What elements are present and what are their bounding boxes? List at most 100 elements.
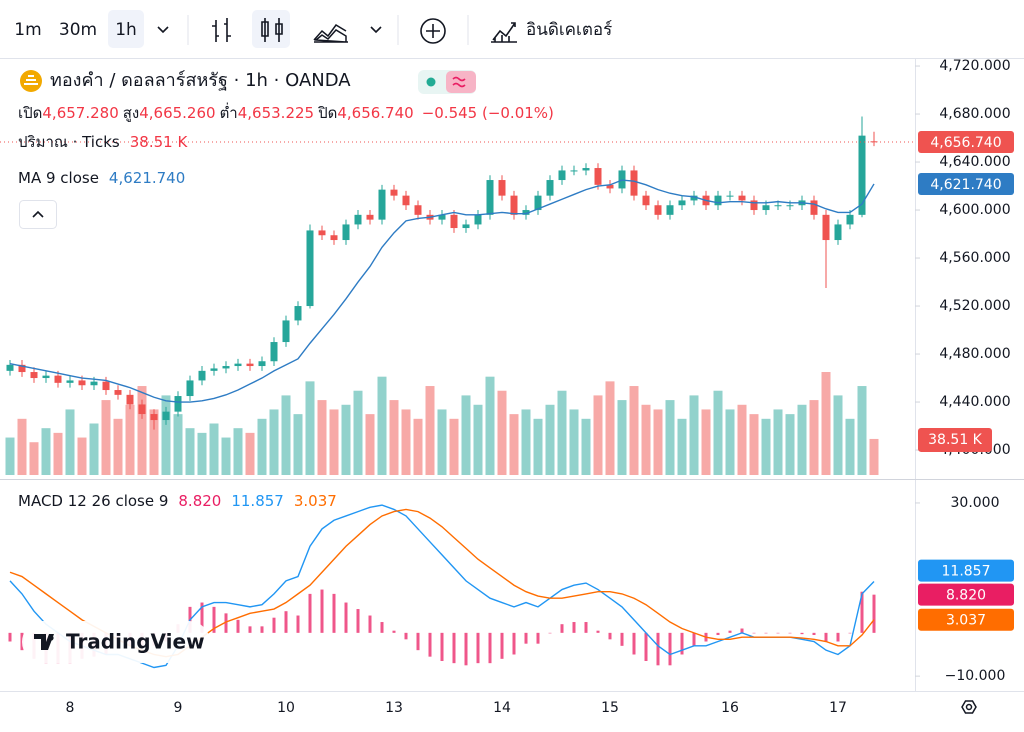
compare-icon[interactable] [420, 18, 446, 44]
histogram-bar [596, 630, 600, 633]
candle-body [810, 200, 818, 215]
candle-body [114, 390, 122, 395]
candle-body [486, 180, 494, 215]
volume-bar [281, 395, 291, 475]
dropdown-icon[interactable] [370, 26, 382, 34]
histogram-bar [464, 632, 468, 666]
volume-bar [29, 442, 39, 475]
candle-body [642, 195, 650, 206]
volume-bar [689, 395, 699, 475]
candle-body [390, 189, 398, 196]
settings-icon-center [965, 703, 973, 711]
volume-bar [845, 418, 855, 475]
volume-tag: 38.51 K [928, 432, 983, 448]
candle-body [366, 214, 374, 220]
candle-body [438, 214, 446, 220]
volume-bar [485, 376, 495, 475]
legend: ทองคำ / ดอลลาร์สหรัฐ · 1h · OANDA เปิด4,… [18, 70, 554, 510]
volume-bar [545, 404, 555, 475]
ohlc-row: เปิด4,657.280 สูง4,665.260 ต่ำ4,653.225 ปิด… [18, 102, 554, 122]
x-tick-label: 9 [174, 700, 183, 716]
candles-icon[interactable] [261, 18, 283, 42]
histogram-bar [8, 632, 12, 642]
x-tick-label: 10 [277, 700, 295, 716]
histogram-bar [608, 632, 612, 640]
histogram-bar [836, 632, 840, 642]
y-tick-label: 30.000 [951, 495, 1000, 511]
histogram-bar [404, 632, 408, 640]
volume-bar [269, 409, 279, 475]
histogram-bar [524, 632, 528, 644]
symbol-title: ทองคำ / ดอลลาร์สหรัฐ · 1h · OANDA [50, 70, 351, 91]
candle-body [786, 205, 794, 207]
volume-bar [125, 404, 135, 475]
signal-tag: 3.037 [946, 613, 986, 629]
candle-body [102, 381, 110, 391]
histogram-bar [740, 628, 744, 633]
watermark-bg [22, 621, 210, 663]
volume-bar [149, 409, 159, 475]
candle-body [42, 375, 50, 379]
candle-body [594, 168, 602, 185]
histogram-bar [20, 632, 24, 651]
candle-body [534, 195, 542, 211]
dropdown-icon[interactable] [157, 26, 169, 34]
indicators-icon[interactable] [491, 22, 517, 43]
volume-bar [665, 400, 675, 475]
volume-bar [857, 386, 867, 475]
volume-bar [749, 414, 759, 475]
watermark-text: TradingView [66, 630, 205, 654]
histogram-bar [380, 622, 384, 633]
ohlc-name: เปิด [18, 104, 42, 122]
volume-bar [737, 404, 747, 475]
volume-bar [833, 395, 843, 475]
volume-bar [425, 386, 435, 475]
histogram-tag: 8.820 [946, 588, 986, 604]
candle-body [498, 180, 506, 196]
histogram-value: 8.820 [178, 492, 221, 510]
volume-bar [377, 376, 387, 475]
volume-bar [17, 418, 27, 475]
candle-body [726, 195, 734, 197]
settings-button[interactable] [961, 700, 977, 714]
volume-bar [497, 390, 507, 475]
histogram-bar [440, 632, 444, 661]
settings-icon[interactable] [961, 700, 977, 714]
volume-bar [449, 418, 459, 475]
bars-icon[interactable] [212, 18, 231, 42]
candle-body [78, 380, 86, 386]
x-tick-label: 17 [829, 700, 847, 716]
volume-bar [173, 414, 183, 475]
volume-bar [653, 409, 663, 475]
volume-bar [593, 395, 603, 475]
interval-button[interactable]: 1h [115, 20, 137, 40]
x-tick-label: 13 [385, 700, 403, 716]
candle-body [258, 361, 266, 367]
candle-body [330, 235, 338, 241]
histogram-bar [788, 632, 792, 634]
volume-bar [605, 381, 615, 475]
volume-bar [293, 414, 303, 475]
candle-body [222, 366, 230, 369]
interval-button[interactable]: 1m [14, 20, 41, 40]
histogram-bar [812, 632, 816, 636]
candle-body [210, 368, 218, 371]
area-icon[interactable] [313, 24, 348, 43]
candle-body [558, 170, 566, 181]
histogram-bar [320, 589, 324, 633]
y-tick-label: 4,720.000 [939, 58, 1010, 74]
histogram-bar [512, 632, 516, 655]
interval-button[interactable]: 30m [59, 20, 97, 40]
volume-bar [197, 432, 207, 475]
ohlc-value: 4,665.260 [139, 104, 215, 122]
histogram-bar [536, 632, 540, 644]
histogram-bar [632, 632, 636, 655]
histogram-bar [716, 632, 720, 636]
histogram-bar [728, 630, 732, 633]
indicators-button[interactable]: อินดิเคเตอร์ [526, 20, 612, 40]
histogram-bar [416, 632, 420, 651]
last-price-tag-bg [918, 130, 1014, 153]
candle-body [174, 396, 182, 412]
histogram-bar [368, 615, 372, 633]
collapse-button[interactable] [19, 200, 57, 229]
